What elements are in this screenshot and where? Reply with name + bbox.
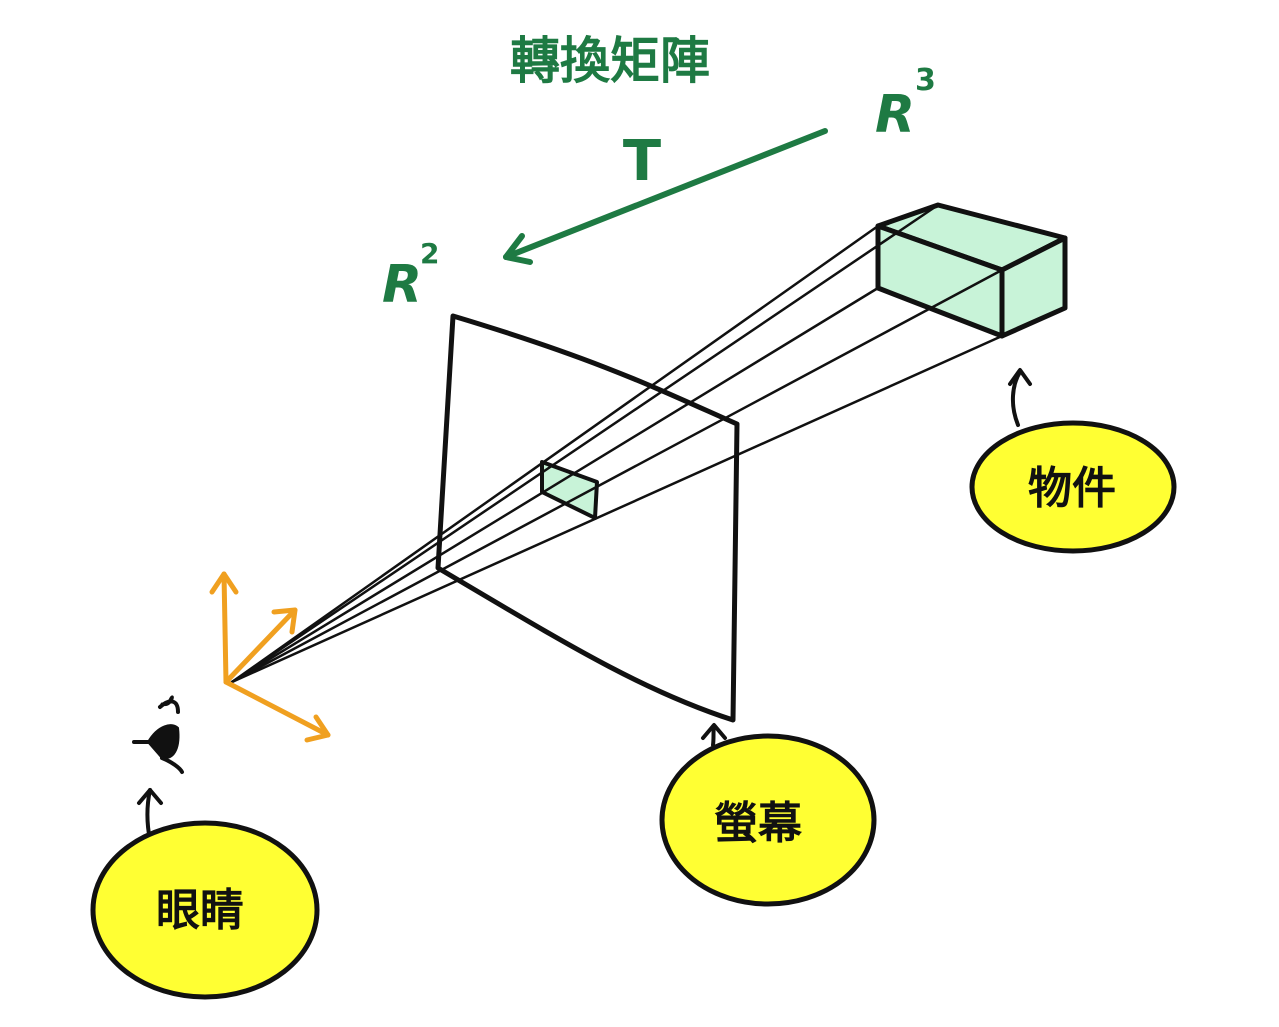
- r2-exponent: 2: [420, 237, 439, 270]
- object-label: 物件: [1028, 463, 1116, 514]
- diagram-title: 轉換矩陣: [510, 32, 710, 90]
- r3-exponent: 3: [915, 63, 936, 98]
- r2-label: R 2: [382, 237, 439, 315]
- projection-rays: [230, 203, 1004, 684]
- screen-label: 螢幕: [714, 798, 803, 849]
- eye-icon: [132, 695, 184, 774]
- object-box: [875, 202, 1068, 339]
- coordinate-axes-icon: [209, 571, 331, 743]
- screen-callout: 螢幕: [659, 723, 877, 907]
- r3-label: R 3: [875, 63, 936, 145]
- transform-arrow: [503, 128, 828, 265]
- object-callout: 物件: [969, 368, 1177, 554]
- r3-base: R: [875, 85, 915, 145]
- transform-symbol: T: [623, 129, 661, 194]
- r2-base: R: [382, 255, 422, 315]
- eye-callout: 眼睛: [90, 788, 320, 1000]
- screen-plane: [435, 313, 740, 723]
- eye-label: 眼睛: [156, 885, 244, 936]
